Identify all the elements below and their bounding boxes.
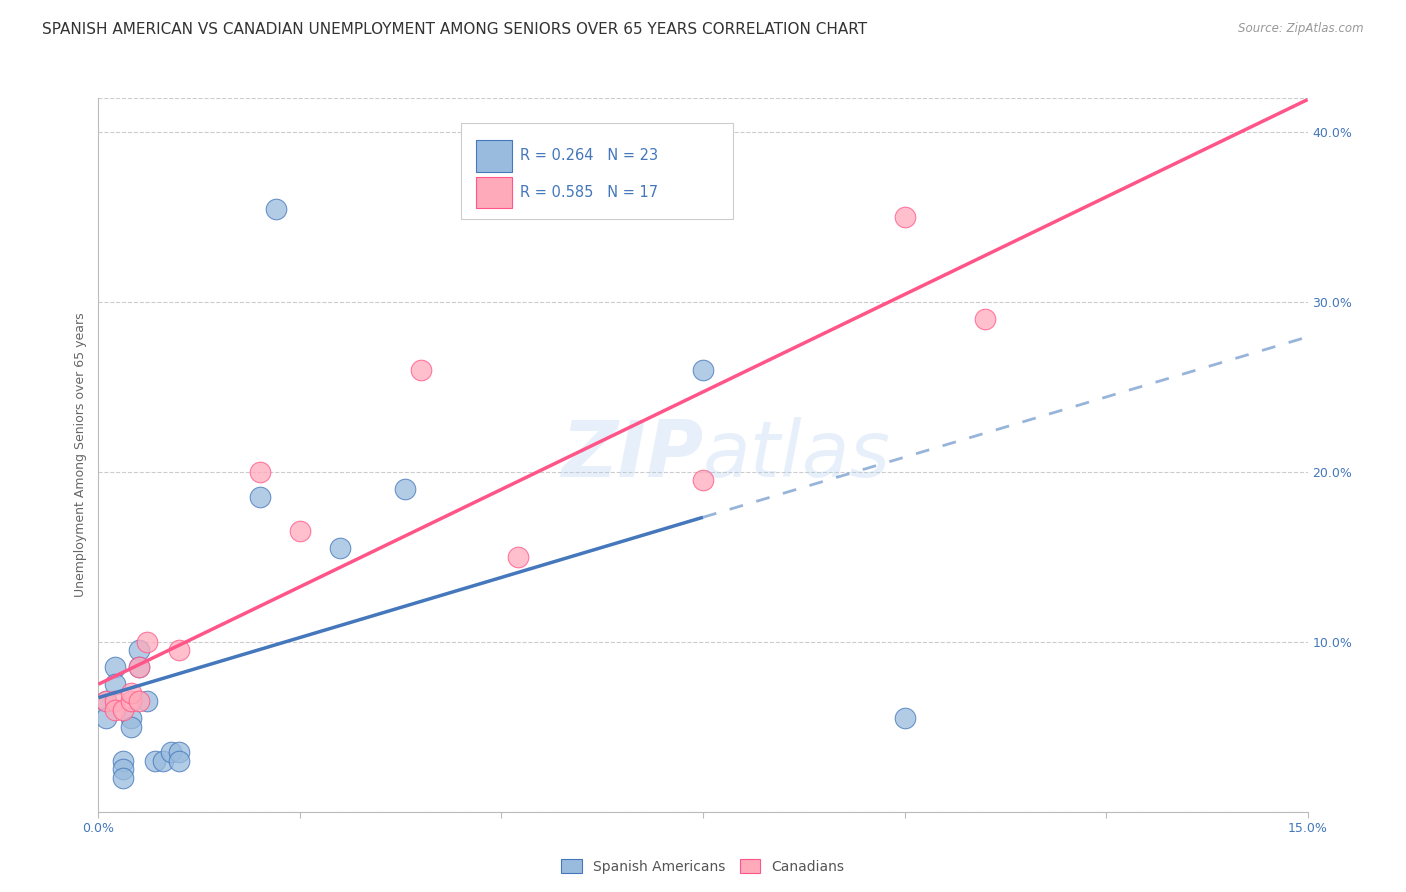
Text: Source: ZipAtlas.com: Source: ZipAtlas.com — [1239, 22, 1364, 36]
Point — [264, 202, 287, 216]
Point — [103, 703, 125, 717]
Point — [893, 210, 915, 224]
Point — [692, 474, 714, 488]
Text: SPANISH AMERICAN VS CANADIAN UNEMPLOYMENT AMONG SENIORS OVER 65 YEARS CORRELATIO: SPANISH AMERICAN VS CANADIAN UNEMPLOYMEN… — [42, 22, 868, 37]
Point — [167, 745, 190, 759]
Point — [692, 363, 714, 377]
Point — [111, 771, 134, 785]
Text: R = 0.585   N = 17: R = 0.585 N = 17 — [520, 185, 658, 200]
Point — [135, 635, 157, 649]
Point — [974, 312, 997, 326]
Point — [506, 549, 529, 564]
Point — [111, 754, 134, 768]
FancyBboxPatch shape — [475, 177, 512, 208]
Point — [96, 694, 118, 708]
Point — [128, 643, 150, 657]
Point — [120, 686, 142, 700]
Legend: Spanish Americans, Canadians: Spanish Americans, Canadians — [555, 854, 851, 880]
Point — [249, 465, 271, 479]
Point — [103, 694, 125, 708]
Point — [128, 660, 150, 674]
Point — [329, 541, 352, 556]
Point — [394, 482, 416, 496]
Point — [167, 643, 190, 657]
Text: atlas: atlas — [703, 417, 891, 493]
Point — [103, 660, 125, 674]
Point — [135, 694, 157, 708]
Point — [152, 754, 174, 768]
Point — [111, 703, 134, 717]
FancyBboxPatch shape — [461, 123, 734, 219]
Point — [128, 694, 150, 708]
Point — [288, 524, 311, 539]
Point — [96, 694, 118, 708]
Point — [249, 491, 271, 505]
Text: ZIP: ZIP — [561, 417, 703, 493]
Point — [893, 711, 915, 725]
Point — [143, 754, 166, 768]
Point — [128, 660, 150, 674]
Y-axis label: Unemployment Among Seniors over 65 years: Unemployment Among Seniors over 65 years — [75, 312, 87, 598]
Point — [96, 711, 118, 725]
FancyBboxPatch shape — [475, 140, 512, 171]
Point — [103, 677, 125, 691]
Point — [409, 363, 432, 377]
Point — [120, 711, 142, 725]
Text: R = 0.264   N = 23: R = 0.264 N = 23 — [520, 148, 658, 162]
Point — [120, 694, 142, 708]
Point — [111, 762, 134, 776]
Point — [160, 745, 183, 759]
Point — [167, 754, 190, 768]
Point — [120, 720, 142, 734]
